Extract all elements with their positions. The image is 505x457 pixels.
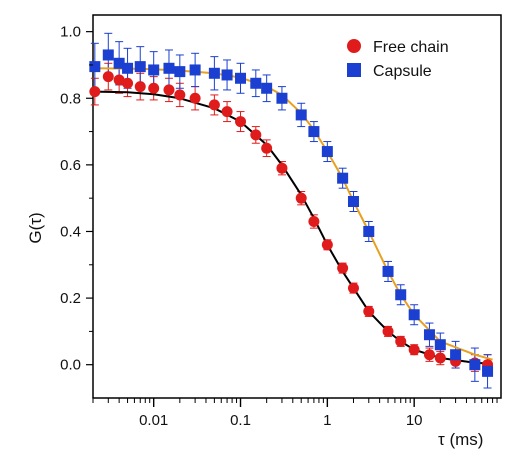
fit-curves (94, 67, 493, 365)
data-point (189, 92, 201, 104)
data-point (382, 265, 394, 277)
data-point (148, 82, 160, 94)
data-point (276, 162, 288, 174)
fit-curve (94, 67, 493, 361)
data-point (382, 325, 394, 337)
data-point (408, 344, 420, 356)
axis-ticks: 0.0 0.2 0.4 0.6 0.8 1.0 0.01 0.1 1 10 (60, 24, 498, 429)
x-tick-label: 1 (323, 412, 331, 429)
y-tick-label: 0.4 (60, 223, 81, 240)
data-point (395, 289, 407, 301)
data-point (321, 146, 333, 158)
data-point (174, 89, 186, 101)
data-point (423, 349, 435, 361)
data-point (308, 126, 320, 138)
data-point (295, 109, 307, 121)
data-point (321, 239, 333, 251)
data-point (221, 69, 233, 81)
y-tick-label: 1.0 (60, 24, 81, 41)
data-point (408, 309, 420, 321)
data-point (250, 129, 262, 141)
data-point (122, 62, 134, 74)
data-point (347, 282, 359, 294)
data-point (235, 72, 247, 84)
data-point (163, 84, 175, 96)
data-point (221, 106, 233, 118)
x-tick-label: 10 (406, 412, 423, 429)
y-axis-label: G(τ) (26, 212, 45, 243)
data-point (450, 349, 462, 361)
data-point (423, 329, 435, 341)
data-point (235, 116, 247, 128)
data-point (363, 225, 375, 237)
plot-frame (92, 14, 502, 399)
data-points (89, 49, 494, 377)
legend: Free chain Capsule (347, 39, 449, 80)
data-point (261, 142, 273, 154)
data-point (102, 49, 114, 61)
data-point (308, 215, 320, 227)
data-point (174, 66, 186, 78)
data-point (134, 61, 146, 73)
y-tick-label: 0.8 (60, 90, 81, 107)
legend-marker-free-chain (347, 39, 361, 53)
data-point (434, 339, 446, 351)
legend-label-free-chain: Free chain (373, 39, 449, 56)
data-point (337, 262, 349, 274)
data-point (276, 92, 288, 104)
data-point (295, 192, 307, 204)
data-point (163, 62, 175, 74)
x-tick-label: 0.01 (139, 412, 168, 429)
data-point (434, 352, 446, 364)
data-point (469, 359, 481, 371)
legend-label-capsule: Capsule (373, 63, 432, 80)
data-point (122, 77, 134, 89)
y-tick-label: 0.2 (60, 290, 81, 307)
data-point (337, 172, 349, 184)
data-point (189, 64, 201, 76)
data-point (113, 57, 125, 69)
data-point (113, 74, 125, 86)
y-tick-label: 0.6 (60, 157, 81, 174)
data-point (250, 77, 262, 89)
data-point (102, 71, 114, 83)
data-point (89, 61, 101, 73)
legend-marker-capsule (347, 63, 361, 77)
data-point (363, 305, 375, 317)
y-tick-label: 0.0 (60, 357, 81, 374)
data-point (148, 64, 160, 76)
data-point (261, 82, 273, 94)
data-point (395, 335, 407, 347)
data-point (208, 67, 220, 79)
data-point (89, 86, 101, 98)
x-tick-label: 0.1 (230, 412, 251, 429)
data-point (208, 99, 220, 111)
data-point (347, 196, 359, 208)
data-point (482, 365, 494, 377)
data-point (134, 81, 146, 93)
x-axis-label: τ (ms) (438, 430, 483, 449)
